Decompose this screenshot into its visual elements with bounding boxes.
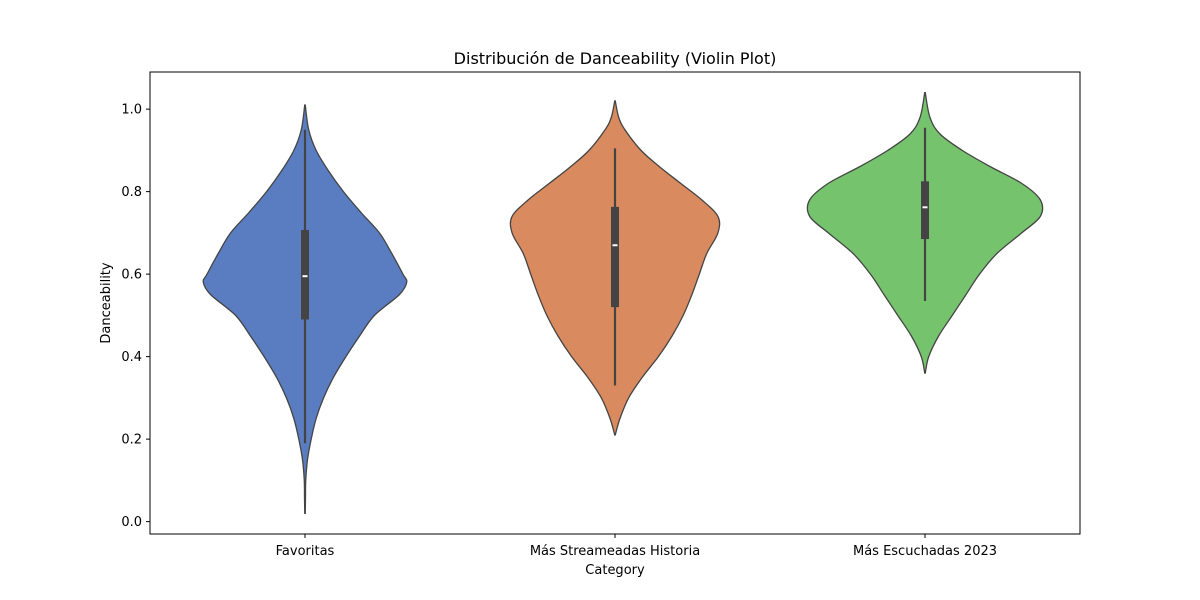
y-tick-label: 0.0 (121, 515, 142, 530)
y-tick-label: 0.8 (121, 185, 142, 200)
x-tick-label: Más Escuchadas 2023 (853, 544, 997, 559)
violins-group (202, 91, 1044, 515)
y-axis: 0.0 0.2 0.4 0.6 0.8 1.0 (121, 103, 150, 530)
violin-1 (202, 104, 408, 515)
violin-iqr-box (611, 206, 619, 308)
x-tick-label: Más Streameadas Historia (530, 544, 700, 559)
y-tick-label: 0.2 (121, 433, 142, 448)
violin-iqr-box (301, 229, 309, 320)
x-axis-label: Category (585, 563, 645, 578)
violin-2 (509, 100, 721, 436)
y-tick-label: 0.4 (121, 350, 142, 365)
chart-title: Distribución de Danceability (Violin Plo… (454, 49, 777, 68)
violin-iqr-box (921, 181, 929, 240)
x-tick-label: Favoritas (276, 544, 335, 559)
x-axis: Favoritas Más Streameadas Historia Más Esc… (276, 534, 997, 559)
violin-3 (806, 91, 1044, 374)
y-tick-label: 1.0 (121, 103, 142, 118)
y-axis-label: Danceability (99, 262, 114, 344)
y-tick-label: 0.6 (121, 268, 142, 283)
